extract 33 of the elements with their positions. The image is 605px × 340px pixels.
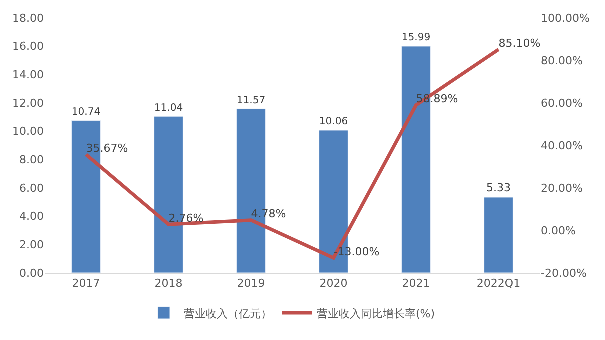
data-label: 85.10% [498, 36, 541, 50]
y-tick-label: 2.00 [20, 238, 44, 252]
bar [484, 197, 514, 273]
y2-tick-label: 20.00% [541, 182, 583, 195]
x-tick-label: 2019 [237, 277, 266, 290]
x-tick-label: 2017 [72, 277, 100, 290]
y2-tick-label: -20.00% [541, 266, 587, 280]
y2-tick-label: 40.00% [541, 139, 583, 152]
data-label: 11.04 [154, 102, 184, 114]
x-tick-label: 2020 [320, 277, 348, 290]
y-tick-label: 0.00 [20, 266, 44, 280]
y-tick-label: 10.00 [12, 125, 44, 138]
data-label: 10.06 [319, 116, 348, 128]
legend-label: 营业收入（亿元） [184, 307, 272, 320]
y2-tick-label: 60.00% [541, 96, 583, 110]
y-tick-label: 4.00 [20, 210, 44, 224]
legend-label: 营业收入同比增长率(%) [317, 307, 436, 320]
y-tick-label: 16.00 [12, 40, 44, 54]
x-tick-label: 2022Q1 [476, 277, 521, 290]
y2-tick-label: 0.00% [541, 224, 576, 238]
x-tick-label: 2018 [154, 277, 183, 290]
y-tick-label: 8.00 [20, 154, 44, 167]
y2-tick-label: 80.00% [541, 54, 583, 68]
y2-tick-label: 100.00% [541, 12, 590, 25]
y-tick-label: 6.00 [20, 182, 44, 195]
data-label: 15.99 [402, 32, 431, 44]
data-label: 10.74 [72, 107, 101, 118]
x-tick-label: 2021 [402, 277, 430, 290]
y-tick-label: 12.00 [12, 96, 44, 110]
data-label: 5.33 [486, 181, 511, 194]
y-tick-label: 18.00 [12, 12, 44, 25]
data-label: 11.57 [236, 95, 266, 106]
y-tick-label: 14.00 [12, 68, 44, 82]
